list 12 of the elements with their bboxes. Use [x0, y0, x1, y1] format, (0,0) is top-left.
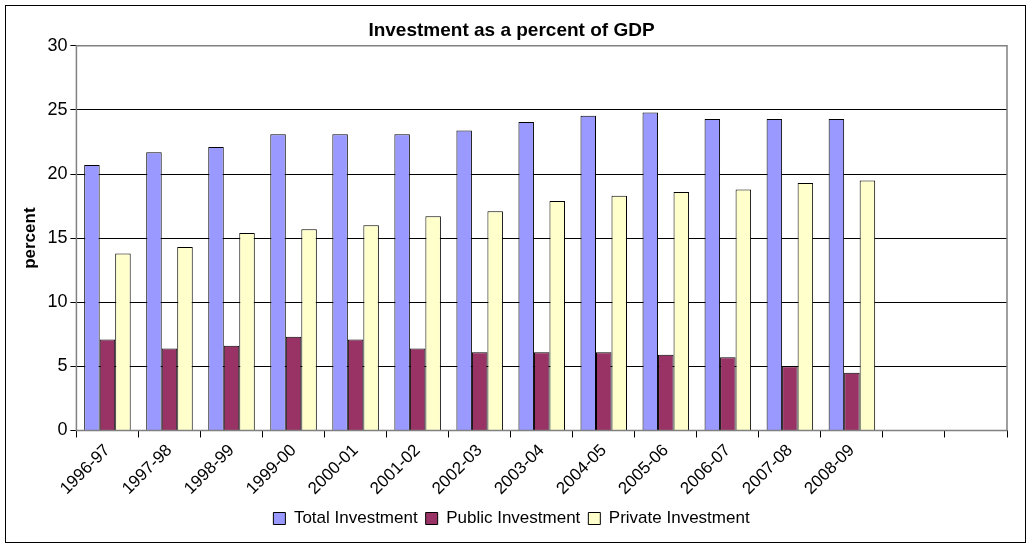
- y-tick-label: 0: [57, 419, 68, 440]
- legend-label: Public Investment: [446, 508, 581, 528]
- legend-label: Private Investment: [608, 508, 750, 528]
- y-axis-title: percent: [19, 207, 39, 269]
- y-tick-label: 10: [47, 291, 68, 312]
- y-tick-label: 25: [47, 98, 68, 119]
- y-tick-label: 5: [57, 355, 68, 376]
- chart-title: Investment as a percent of GDP: [368, 18, 655, 40]
- y-tick-label: 15: [47, 227, 68, 248]
- legend-label: Total Investment: [293, 508, 418, 528]
- y-tick-label: 30: [47, 34, 68, 55]
- y-tick-label: 20: [47, 162, 68, 183]
